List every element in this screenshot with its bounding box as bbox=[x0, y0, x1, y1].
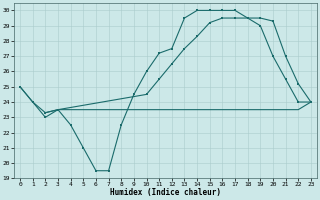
X-axis label: Humidex (Indice chaleur): Humidex (Indice chaleur) bbox=[110, 188, 221, 197]
